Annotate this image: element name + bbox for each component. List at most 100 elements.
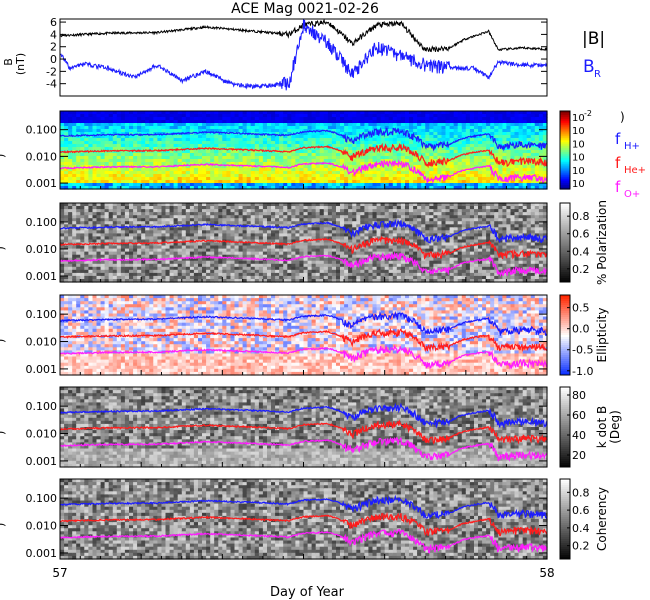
heatmap-cell <box>449 144 455 148</box>
heatmap-cell <box>133 251 138 256</box>
heatmap-cell <box>145 123 150 127</box>
heatmap-cell <box>193 111 199 115</box>
heatmap-cell <box>165 138 171 142</box>
heatmap-cell <box>303 245 309 250</box>
heatmap-cell <box>392 171 398 175</box>
heatmap-cell <box>311 141 317 145</box>
heatmap-cell <box>133 141 138 145</box>
heatmap-cell <box>230 221 236 225</box>
heatmap-cell <box>218 212 223 216</box>
heatmap-cell <box>344 123 349 127</box>
heatmap-cell <box>165 135 171 139</box>
heatmap-cell <box>433 174 439 178</box>
heatmap-cell <box>242 174 248 178</box>
heatmap-cell <box>193 269 199 274</box>
heatmap-cell <box>218 174 223 178</box>
heatmap-cell <box>104 114 110 118</box>
heatmap-cell <box>279 126 284 130</box>
heatmap-cell <box>124 120 130 124</box>
heatmap-cell <box>64 168 69 172</box>
heatmap-cell <box>238 144 244 148</box>
heatmap-cell <box>262 171 268 175</box>
heatmap-cell <box>405 126 410 130</box>
heatmap-cell <box>433 156 439 160</box>
heatmap-cell <box>222 212 227 216</box>
heatmap-cell <box>157 251 163 256</box>
y-tick-label: 6 <box>50 16 57 29</box>
heatmap-cell <box>490 144 495 148</box>
heatmap-cell <box>92 114 98 118</box>
heatmap-cell <box>486 153 491 157</box>
heatmap-cell <box>129 251 134 256</box>
heatmap-cell <box>425 135 430 139</box>
heatmap-cell <box>92 212 98 216</box>
heatmap-cell <box>96 230 102 234</box>
heatmap-cell <box>250 135 256 139</box>
heatmap-cell <box>494 150 499 154</box>
heatmap-cell <box>193 132 199 136</box>
heatmap-cell <box>193 180 199 184</box>
heatmap-cell <box>287 117 292 121</box>
heatmap-cell <box>445 171 451 175</box>
heatmap-cell <box>279 180 284 184</box>
heatmap-cell <box>271 183 276 187</box>
heatmap-cell <box>173 159 179 163</box>
heatmap-cell <box>60 123 65 127</box>
heatmap-cell <box>60 117 65 121</box>
heatmap-cell <box>222 168 227 172</box>
heatmap-cell <box>181 186 187 190</box>
heatmap-cell <box>157 180 163 184</box>
heatmap-cell <box>202 132 207 136</box>
heatmap-cell <box>490 183 495 187</box>
heatmap-cell <box>267 132 272 136</box>
heatmap-cell <box>169 159 175 163</box>
heatmap-cell <box>92 129 98 133</box>
heatmap-cell <box>92 141 98 145</box>
heatmap-cell <box>405 153 410 157</box>
heatmap-cell <box>376 150 382 154</box>
heatmap-cell <box>64 126 69 130</box>
heatmap-cell <box>141 183 146 187</box>
heatmap-cell <box>222 156 227 160</box>
heatmap-cell <box>202 174 207 178</box>
heatmap-cell <box>474 144 479 148</box>
heatmap-cell <box>258 144 264 148</box>
heatmap-cell <box>417 186 422 190</box>
heatmap-cell <box>275 111 280 115</box>
heatmap-cell <box>437 153 443 157</box>
heatmap-cell <box>258 129 264 133</box>
heatmap-cell <box>80 177 85 181</box>
heatmap-cell <box>498 174 503 178</box>
heatmap-cell <box>246 138 252 142</box>
heatmap-cell <box>165 153 171 157</box>
heatmap-cell <box>104 141 110 145</box>
heatmap-cell <box>210 132 215 136</box>
heatmap-cell <box>185 138 191 142</box>
heatmap-cell <box>490 150 495 154</box>
heatmap-cell <box>145 135 150 139</box>
heatmap-cell <box>88 126 94 130</box>
heatmap-cell <box>177 156 183 160</box>
heatmap-cell <box>68 144 73 148</box>
heatmap-cell <box>202 159 207 163</box>
heatmap-cell <box>181 251 187 256</box>
heatmap-cell <box>327 212 333 216</box>
heatmap-cell <box>303 123 309 127</box>
heatmap-cell <box>445 135 451 139</box>
heatmap-cell <box>457 132 463 136</box>
heatmap-cell <box>392 135 398 139</box>
heatmap-cell <box>441 150 447 154</box>
heatmap-cell <box>368 111 374 115</box>
legend-b-total: |B| <box>582 29 605 49</box>
heatmap-cell <box>376 111 382 115</box>
heatmap-cell <box>120 177 126 181</box>
heatmap-cell <box>441 144 447 148</box>
heatmap-cell <box>409 129 414 133</box>
heatmap-cell <box>315 180 321 184</box>
heatmap-cell <box>453 111 459 115</box>
heatmap-cell <box>311 114 317 118</box>
heatmap-cell <box>502 168 508 172</box>
heatmap-cell <box>246 123 252 127</box>
heatmap-cell <box>372 144 378 148</box>
heatmap-cell <box>340 120 345 124</box>
